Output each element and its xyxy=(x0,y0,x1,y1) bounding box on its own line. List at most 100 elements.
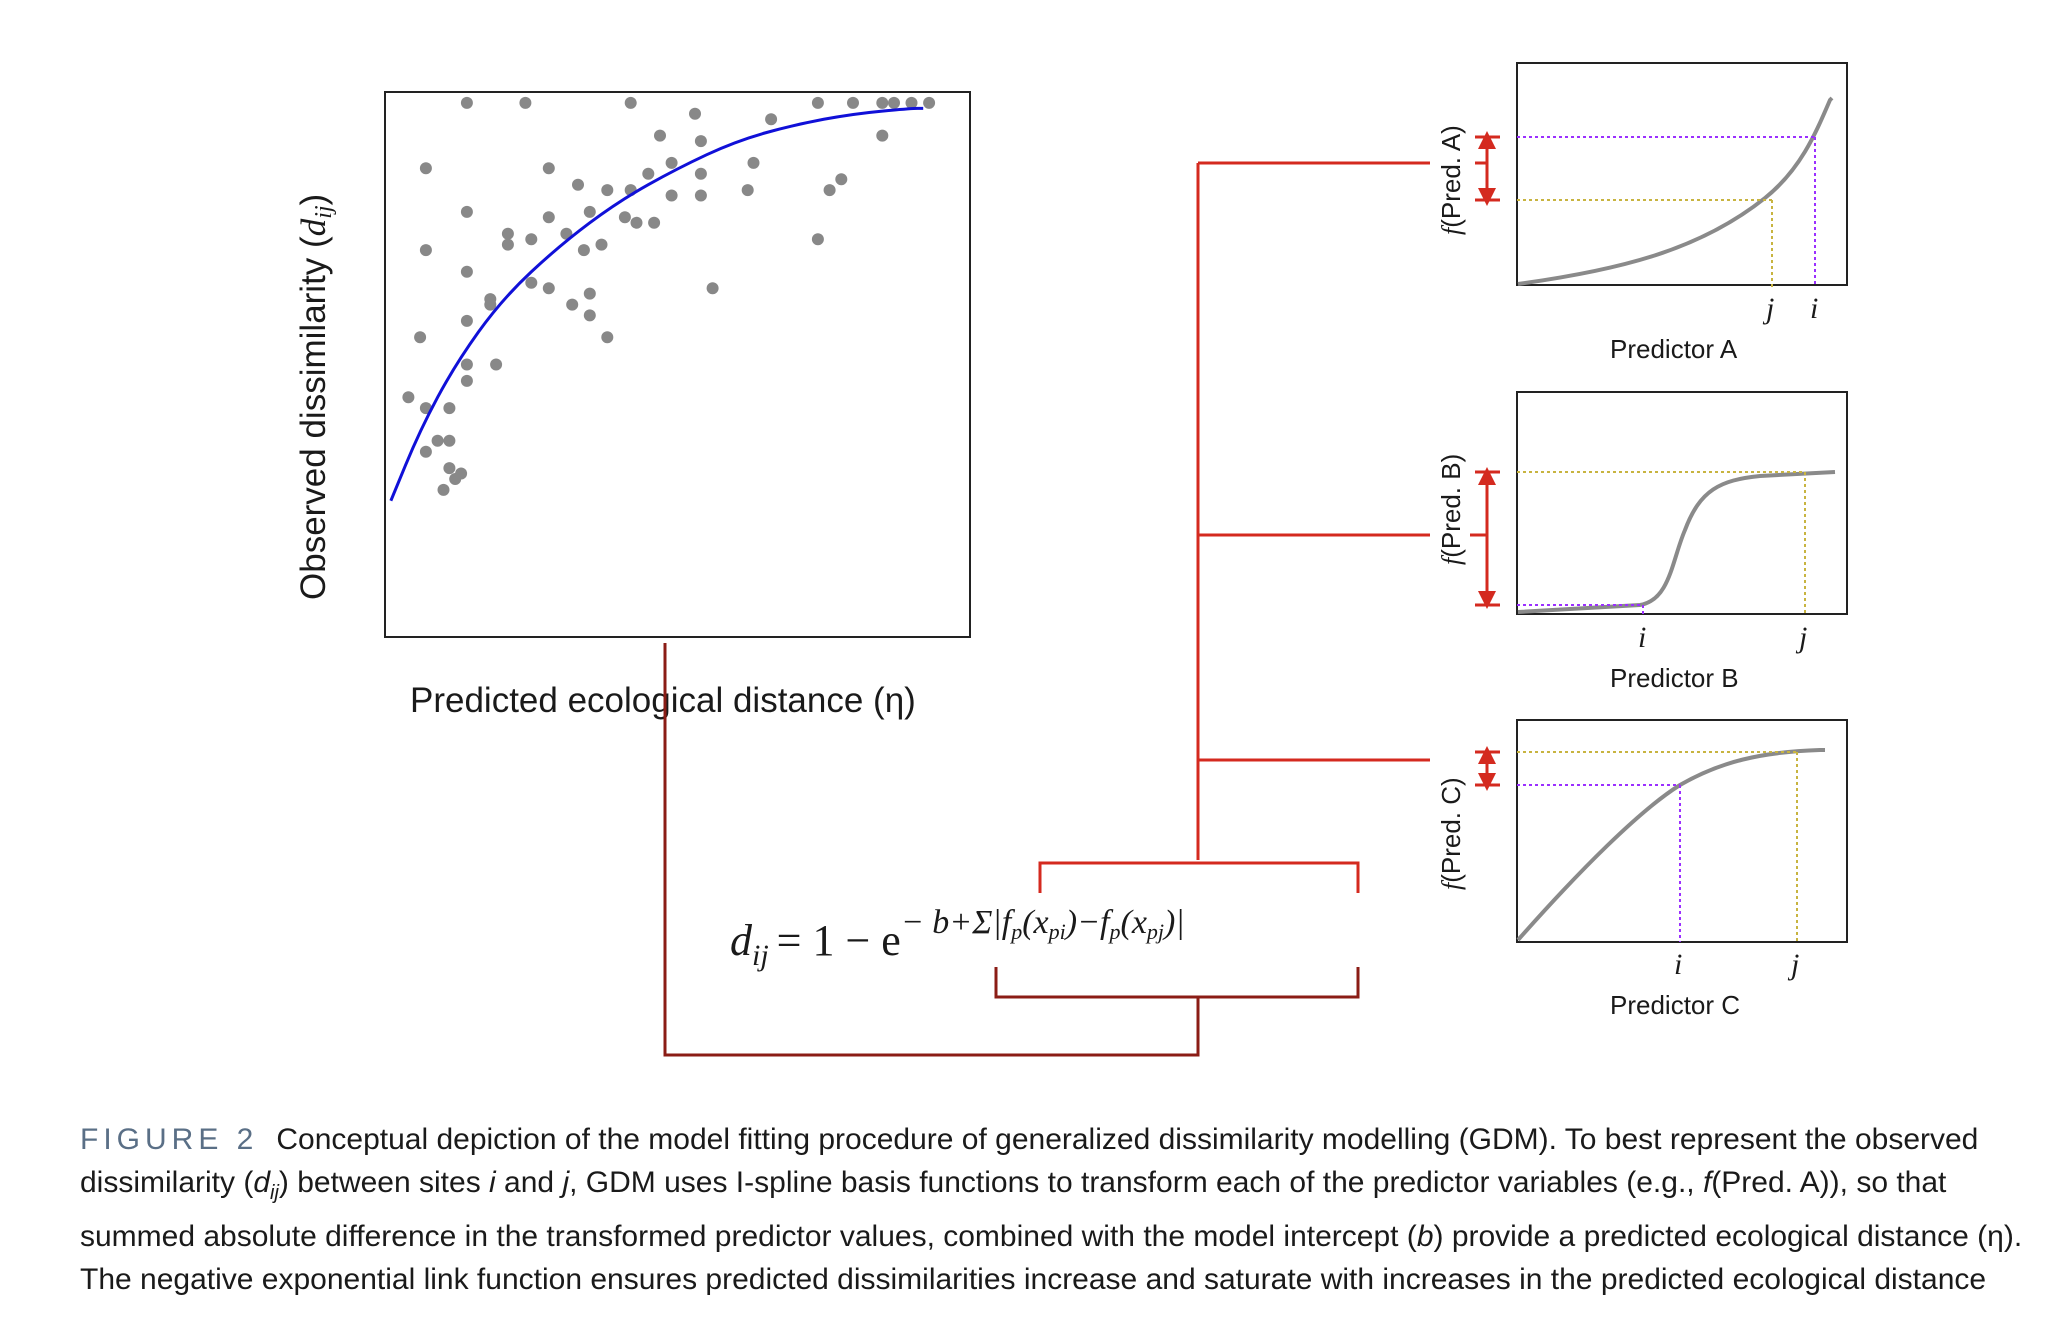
scatter-point-66 xyxy=(437,483,450,496)
scatter-point-60 xyxy=(419,445,432,458)
predictor-b-panel: f(Pred. B) i j Predictor B xyxy=(1436,391,1848,693)
scatter-point-28 xyxy=(460,205,473,218)
scatter-point-59 xyxy=(460,374,473,387)
scatter-point-51 xyxy=(525,276,538,289)
scatter-point-41 xyxy=(811,233,824,246)
scatter-point-63 xyxy=(443,462,456,475)
scatter-point-2 xyxy=(624,96,637,109)
figure-label: FIGURE 2 xyxy=(80,1123,259,1156)
scatter-point-14 xyxy=(419,162,432,175)
scatter-point-1 xyxy=(519,96,532,109)
scatter-point-15 xyxy=(542,162,555,175)
scatter-point-46 xyxy=(566,298,579,311)
caption-text-6: ) provide a predicted ecological distanc… xyxy=(80,1220,2023,1296)
predictor-c-ylabel: f(Pred. C) xyxy=(1436,777,1466,890)
scatter-point-26 xyxy=(823,184,836,197)
predictor-c-frame xyxy=(1516,719,1848,943)
caption-text-1: Conceptual depiction of the model fittin… xyxy=(80,1123,1979,1199)
caption-sym-ij: ij xyxy=(270,1182,279,1204)
predictor-c-xlabel: Predictor C xyxy=(1610,990,1740,1020)
exponent-top-bracket xyxy=(1038,861,1360,893)
scatter-point-21 xyxy=(601,184,614,197)
predictor-a-frame xyxy=(1516,62,1848,286)
predictor-b-tick-i: i xyxy=(1638,621,1646,654)
scatter-point-25 xyxy=(741,184,754,197)
predictor-c-panel: f(Pred. C) i j Predictor C xyxy=(1436,719,1848,1020)
predictor-c-tick-j: j xyxy=(1787,948,1799,981)
scatter-point-8 xyxy=(905,96,918,109)
scatter-point-16 xyxy=(642,167,655,180)
scatter-point-39 xyxy=(595,238,608,251)
scatter-point-23 xyxy=(665,189,678,202)
caption-sym-i: i xyxy=(489,1166,496,1199)
predictor-a-xlabel: Predictor A xyxy=(1610,334,1738,364)
scatter-point-27 xyxy=(835,173,848,186)
predictor-b-tick-j: j xyxy=(1795,621,1807,654)
scatter-point-62 xyxy=(443,434,456,447)
scatter-point-65 xyxy=(455,467,468,480)
scatter-point-6 xyxy=(876,96,889,109)
scatter-point-37 xyxy=(525,233,538,246)
scatter-point-7 xyxy=(888,96,900,109)
scatter-point-52 xyxy=(460,358,473,371)
scatter-point-13 xyxy=(876,129,889,142)
caption-text-4: , GDM uses I-spline basis functions to t… xyxy=(569,1166,1703,1199)
scatter-point-42 xyxy=(706,282,719,295)
main-plot-frame xyxy=(384,91,971,638)
gdm-figure: Observed dissimilarity (dij) Predicted e… xyxy=(294,62,1848,1057)
caption-sym-f: f xyxy=(1702,1166,1712,1199)
scatter-point-24 xyxy=(694,189,707,202)
scatter-point-30 xyxy=(618,211,631,224)
scatter-point-54 xyxy=(583,309,596,322)
figure-caption: FIGURE 2 Conceptual depiction of the mode… xyxy=(80,1118,2040,1301)
caption-text-5: (Pred. A)), so that summed absolute diff… xyxy=(80,1166,1947,1253)
scatter-point-55 xyxy=(490,358,503,371)
scatter-point-33 xyxy=(542,211,555,224)
scatter-point-38 xyxy=(577,244,590,257)
scatter-point-9 xyxy=(923,96,936,109)
caption-text-3: and xyxy=(495,1166,563,1199)
predictor-b-frame xyxy=(1516,391,1848,615)
exponent-bottom-bracket xyxy=(994,967,1360,999)
scatter-point-3 xyxy=(689,107,701,120)
scatter-point-53 xyxy=(601,331,614,344)
scatter-point-4 xyxy=(811,96,824,109)
scatter-point-44 xyxy=(542,282,555,295)
predictor-a-ylabel: f(Pred. A) xyxy=(1436,125,1466,235)
predictor-a-panel: f(Pred. A) j i Predictor A xyxy=(1436,62,1848,364)
predictor-b-curve xyxy=(1517,470,1836,614)
caption-sym-j: j xyxy=(562,1166,570,1199)
caption-sym-d: d xyxy=(253,1166,271,1199)
scatter-points xyxy=(402,96,936,496)
scatter-point-5 xyxy=(847,96,859,109)
predictor-a-tick-j: j xyxy=(1762,292,1774,325)
scatter-point-19 xyxy=(747,156,760,169)
connectors xyxy=(663,161,1430,1057)
scatter-point-48 xyxy=(414,331,427,344)
scatter-point-45 xyxy=(583,287,596,300)
scatter-point-29 xyxy=(583,205,596,218)
scatter-point-12 xyxy=(765,113,778,126)
scatter-point-17 xyxy=(665,156,678,169)
scatter-point-43 xyxy=(460,265,473,278)
scatter-point-32 xyxy=(648,216,661,229)
scatter-point-18 xyxy=(694,167,707,180)
predictor-b-ylabel: f(Pred. B) xyxy=(1436,454,1466,565)
main-scatter-plot: Observed dissimilarity (dij) Predicted e… xyxy=(294,91,971,720)
scatter-point-35 xyxy=(501,227,514,240)
scatter-point-10 xyxy=(654,129,666,142)
scatter-point-11 xyxy=(694,135,707,148)
caption-text-2: ) between sites xyxy=(278,1166,490,1199)
scatter-point-56 xyxy=(402,391,415,404)
fit-curve xyxy=(389,106,924,502)
scatter-point-50 xyxy=(484,293,497,306)
scatter-point-49 xyxy=(460,314,473,327)
scatter-point-40 xyxy=(419,244,432,257)
scatter-point-61 xyxy=(431,434,444,447)
main-plot-xlabel: Predicted ecological distance (η) xyxy=(410,681,916,720)
dark-red-connector xyxy=(663,643,1200,1057)
scatter-point-58 xyxy=(443,402,456,415)
caption-sym-b: b xyxy=(1416,1220,1434,1253)
predictor-b-xlabel: Predictor B xyxy=(1610,663,1739,693)
scatter-point-0 xyxy=(460,96,473,109)
